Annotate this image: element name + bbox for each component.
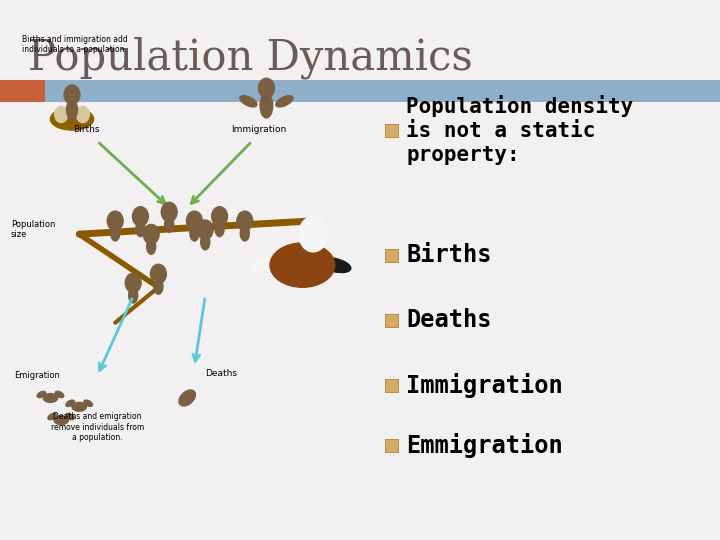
Circle shape [161,202,177,222]
Ellipse shape [270,243,335,287]
Ellipse shape [260,93,273,118]
Ellipse shape [48,414,56,420]
Bar [0,80,45,102]
Text: Immigration: Immigration [232,125,287,134]
Bar [385,249,398,262]
Text: Births and immigration add
individuals to a population.: Births and immigration add individuals t… [22,35,127,55]
Ellipse shape [84,400,92,407]
Bar [385,124,398,137]
Ellipse shape [43,394,58,402]
Ellipse shape [251,258,282,273]
Text: Population Dynamics: Population Dynamics [28,37,473,79]
Text: Population
size: Population size [11,220,55,239]
Bar [385,439,398,452]
Ellipse shape [136,221,145,237]
Ellipse shape [240,226,249,241]
Ellipse shape [179,390,195,406]
Ellipse shape [276,96,293,107]
Circle shape [143,225,159,244]
Ellipse shape [215,221,224,237]
Text: Emigration: Emigration [14,372,60,380]
Text: Deaths: Deaths [205,369,237,378]
Ellipse shape [129,287,138,303]
Circle shape [55,106,68,123]
Bar [45,80,720,102]
Ellipse shape [154,279,163,294]
Ellipse shape [111,226,120,241]
Circle shape [66,102,78,118]
Ellipse shape [165,217,174,232]
Ellipse shape [55,392,63,397]
Circle shape [107,211,123,231]
Text: Deaths and emigration
remove individuals from
a population.: Deaths and emigration remove individuals… [50,413,144,442]
Text: Deaths: Deaths [406,308,492,332]
Ellipse shape [240,96,257,107]
Ellipse shape [147,239,156,254]
Text: Births: Births [406,243,492,267]
Circle shape [150,264,166,284]
Circle shape [258,78,274,98]
Text: Population density
is not a static
property:: Population density is not a static prope… [406,95,634,165]
Circle shape [299,217,328,252]
Circle shape [64,85,80,104]
Circle shape [237,211,253,231]
Ellipse shape [66,100,78,120]
Ellipse shape [66,414,74,420]
Bar [385,314,398,327]
Circle shape [212,207,228,226]
Text: Emmigration: Emmigration [406,433,563,457]
Ellipse shape [72,402,86,411]
Ellipse shape [66,400,74,407]
Bar [385,379,398,392]
Circle shape [197,220,213,239]
Circle shape [186,211,202,231]
Ellipse shape [37,392,45,397]
Ellipse shape [54,416,68,424]
Circle shape [132,207,148,226]
Text: Births: Births [73,125,99,134]
Ellipse shape [201,234,210,250]
Circle shape [125,273,141,293]
Circle shape [76,106,89,123]
Ellipse shape [319,258,351,273]
Ellipse shape [50,108,94,130]
Ellipse shape [190,226,199,241]
Text: Immigration: Immigration [406,373,563,397]
